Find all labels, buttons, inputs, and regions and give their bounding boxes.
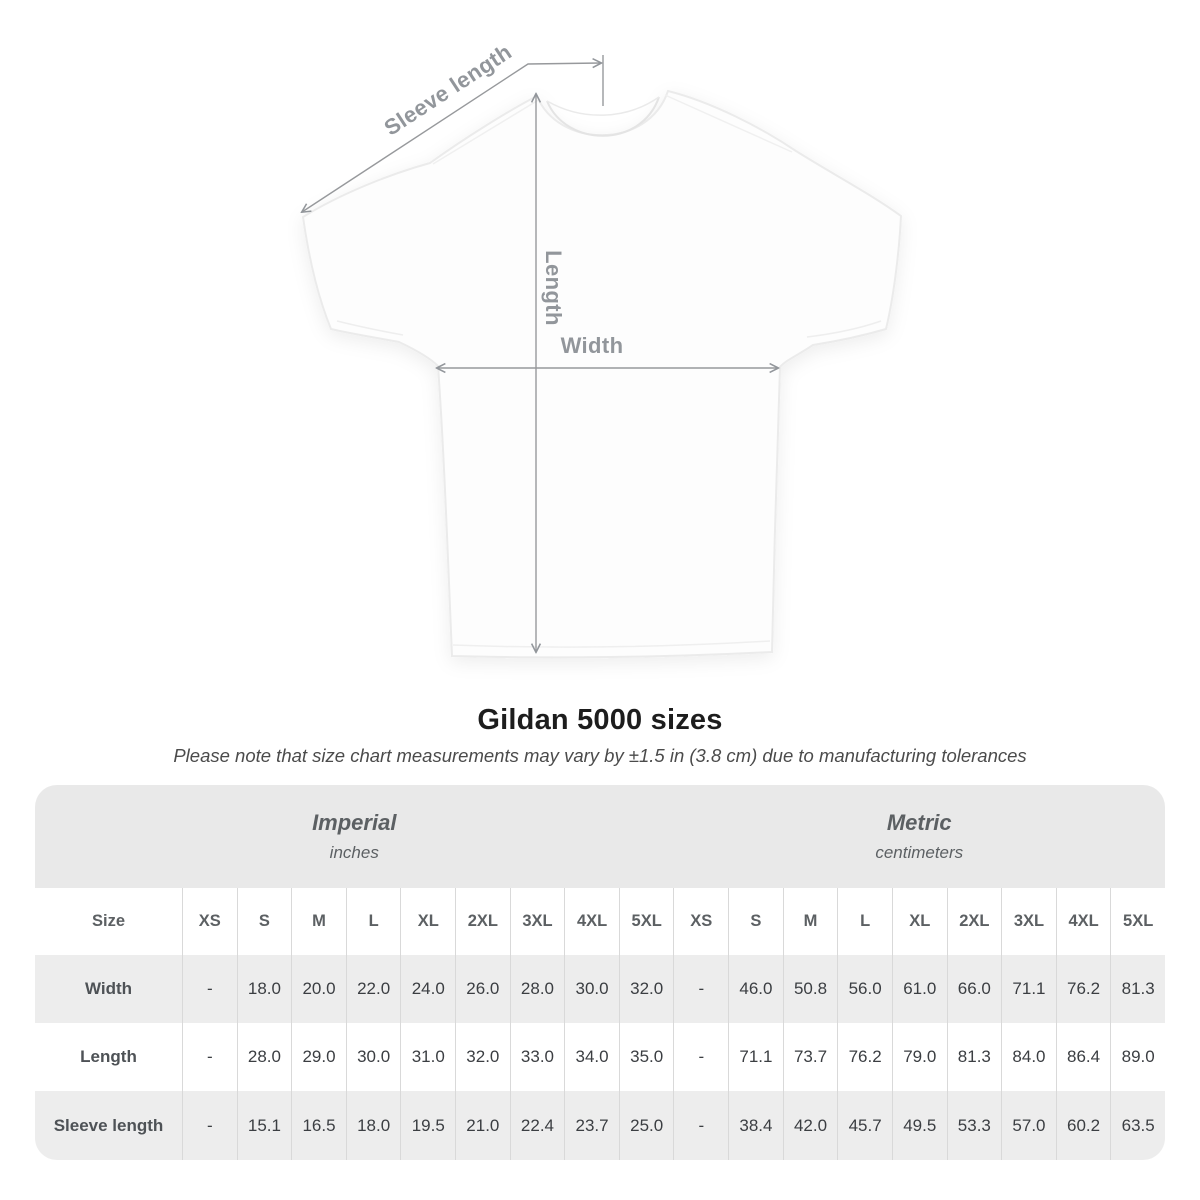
size-header-metric: M <box>782 888 838 955</box>
size-header-imperial: M <box>291 888 346 955</box>
size-header-imperial: 5XL <box>618 888 674 955</box>
value-cell-imperial: 30.0 <box>564 955 619 1023</box>
value-cell-metric: 63.5 <box>1110 1091 1165 1160</box>
value-cell-imperial: 24.0 <box>400 955 456 1023</box>
tshirt-diagram-svg: Sleeve length Length Width <box>0 39 903 659</box>
size-header-imperial: XS <box>182 888 237 955</box>
value-cell-metric: 79.0 <box>891 1023 947 1091</box>
size-header-metric: 2XL <box>946 888 1002 955</box>
value-cell-metric: 38.4 <box>728 1091 783 1160</box>
shoulder-seam-right <box>664 94 793 153</box>
row-label: Sleeve length <box>35 1091 182 1160</box>
value-cell-imperial: 28.0 <box>509 955 565 1023</box>
value-cell-imperial: 30.0 <box>345 1023 401 1091</box>
size-grid: Size XS S M L XL 2XL 3XL 4XL 5XL XS S M L XL 2XL 3XL 4XL 5… <box>35 888 1165 1160</box>
value-cell-metric: 76.2 <box>837 1023 892 1091</box>
value-cell-metric: 76.2 <box>1055 955 1111 1023</box>
value-cell-metric: 81.3 <box>1110 955 1165 1023</box>
value-cell-imperial: 19.5 <box>400 1091 456 1160</box>
value-cell-imperial: 20.0 <box>291 955 346 1023</box>
size-header-imperial: 3XL <box>509 888 565 955</box>
imperial-unit-label: inches <box>329 843 379 862</box>
size-column-header: Size <box>35 888 182 955</box>
value-cell-metric: 42.0 <box>782 1091 838 1160</box>
value-cell-imperial: 29.0 <box>291 1023 346 1091</box>
value-cell-imperial: - <box>182 1091 237 1160</box>
metric-unit-label: centimeters <box>875 843 964 862</box>
size-header-metric: 3XL <box>1001 888 1056 955</box>
value-cell-metric: 86.4 <box>1055 1023 1111 1091</box>
value-cell-imperial: 22.4 <box>509 1091 565 1160</box>
value-cell-metric: 57.0 <box>1001 1091 1056 1160</box>
value-cell-imperial: 18.0 <box>345 1091 401 1160</box>
size-header-metric: L <box>837 888 892 955</box>
value-cell-imperial: 32.0 <box>455 1023 510 1091</box>
value-cell-imperial: 26.0 <box>455 955 510 1023</box>
value-cell-imperial: 33.0 <box>509 1023 565 1091</box>
value-cell-metric: 46.0 <box>728 955 783 1023</box>
size-header-imperial: S <box>236 888 292 955</box>
value-cell-metric: - <box>673 1023 729 1091</box>
tshirt-graphic <box>301 89 903 659</box>
size-header-metric: XS <box>673 888 729 955</box>
value-cell-imperial: 31.0 <box>400 1023 456 1091</box>
value-cell-imperial: 28.0 <box>236 1023 292 1091</box>
value-cell-metric: 89.0 <box>1110 1023 1165 1091</box>
size-header-metric: 4XL <box>1055 888 1111 955</box>
value-cell-metric: 60.2 <box>1055 1091 1111 1160</box>
value-cell-metric: 71.1 <box>728 1023 783 1091</box>
size-header-imperial: 4XL <box>564 888 619 955</box>
metric-section-header: Metric centimeters <box>674 785 1166 888</box>
value-cell-imperial: 18.0 <box>236 955 292 1023</box>
value-cell-imperial: 32.0 <box>618 955 674 1023</box>
row-label: Length <box>35 1023 182 1091</box>
sleeve-hem-left <box>336 320 404 336</box>
size-header-imperial: XL <box>400 888 456 955</box>
value-cell-metric: 84.0 <box>1001 1023 1056 1091</box>
value-cell-imperial: 35.0 <box>618 1023 674 1091</box>
value-cell-metric: 49.5 <box>891 1091 947 1160</box>
imperial-section-header: Imperial inches <box>35 785 674 888</box>
imperial-label: Imperial <box>312 810 397 835</box>
value-cell-metric: 71.1 <box>1001 955 1056 1023</box>
width-label: Width <box>561 333 624 358</box>
size-header-imperial: L <box>345 888 401 955</box>
value-cell-imperial: 21.0 <box>455 1091 510 1160</box>
tolerance-note: Please note that size chart measurements… <box>173 745 1027 766</box>
bottom-hem-stitch <box>452 640 771 648</box>
value-cell-metric: 53.3 <box>946 1091 1002 1160</box>
length-label: Length <box>541 250 566 326</box>
size-header-metric: S <box>728 888 783 955</box>
row-label: Width <box>35 955 182 1023</box>
size-header-metric: 5XL <box>1110 888 1165 955</box>
value-cell-metric: 50.8 <box>782 955 838 1023</box>
size-chart-table: Imperial inches Metric centimeters Size X… <box>35 785 1165 1160</box>
value-cell-metric: 45.7 <box>837 1091 892 1160</box>
size-header-metric: XL <box>891 888 947 955</box>
metric-label: Metric <box>886 810 952 835</box>
value-cell-imperial: 25.0 <box>618 1091 674 1160</box>
value-cell-metric: - <box>673 1091 729 1160</box>
page-title: Gildan 5000 sizes <box>477 704 723 736</box>
value-cell-metric: - <box>673 955 729 1023</box>
value-cell-metric: 66.0 <box>946 955 1002 1023</box>
value-cell-imperial: 23.7 <box>564 1091 619 1160</box>
value-cell-imperial: - <box>182 955 237 1023</box>
unit-header-row: Imperial inches Metric centimeters <box>35 785 1165 888</box>
value-cell-imperial: 22.0 <box>345 955 401 1023</box>
sleeve-length-arrow <box>302 63 601 212</box>
value-cell-imperial: 34.0 <box>564 1023 619 1091</box>
size-header-imperial: 2XL <box>455 888 510 955</box>
value-cell-metric: 56.0 <box>837 955 892 1023</box>
value-cell-metric: 81.3 <box>946 1023 1002 1091</box>
tshirt-measurement-diagram: Sleeve length Length Width <box>0 39 903 659</box>
value-cell-metric: 61.0 <box>891 955 947 1023</box>
value-cell-imperial: 16.5 <box>291 1091 346 1160</box>
sleeve-hem-right <box>806 320 882 338</box>
value-cell-metric: 73.7 <box>782 1023 838 1091</box>
value-cell-imperial: - <box>182 1023 237 1091</box>
value-cell-imperial: 15.1 <box>236 1091 292 1160</box>
